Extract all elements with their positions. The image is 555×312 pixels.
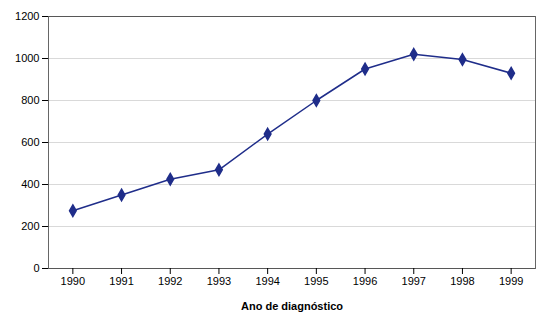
svg-text:1998: 1998 [450, 275, 474, 287]
svg-text:800: 800 [21, 94, 39, 106]
svg-text:1991: 1991 [109, 275, 133, 287]
svg-text:0: 0 [33, 262, 39, 274]
svg-text:200: 200 [21, 220, 39, 232]
svg-text:1999: 1999 [499, 275, 523, 287]
svg-text:1992: 1992 [158, 275, 182, 287]
svg-text:1997: 1997 [402, 275, 426, 287]
svg-text:600: 600 [21, 136, 39, 148]
svg-text:1994: 1994 [255, 275, 279, 287]
svg-text:1990: 1990 [61, 275, 85, 287]
svg-text:1000: 1000 [15, 52, 39, 64]
svg-text:400: 400 [21, 178, 39, 190]
svg-text:1996: 1996 [353, 275, 377, 287]
svg-text:1200: 1200 [15, 10, 39, 22]
svg-text:1993: 1993 [207, 275, 231, 287]
svg-text:Ano de diagnóstico: Ano de diagnóstico [241, 300, 343, 312]
svg-text:1995: 1995 [304, 275, 328, 287]
